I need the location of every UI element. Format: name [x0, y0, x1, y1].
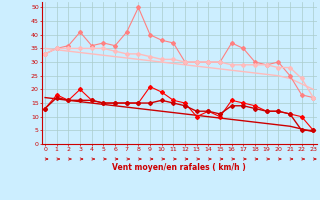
X-axis label: Vent moyen/en rafales ( km/h ): Vent moyen/en rafales ( km/h ) — [112, 163, 246, 172]
